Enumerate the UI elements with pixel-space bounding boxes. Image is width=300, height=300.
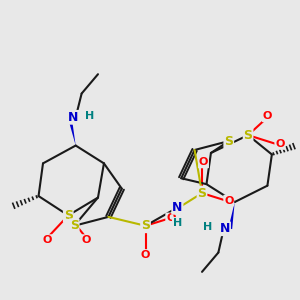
Text: O: O [275, 139, 285, 149]
Text: O: O [263, 111, 272, 122]
Text: S: S [244, 129, 253, 142]
Text: N: N [68, 111, 79, 124]
Text: O: O [166, 213, 176, 224]
Text: N: N [172, 201, 182, 214]
Text: H: H [85, 111, 94, 121]
Polygon shape [68, 117, 76, 146]
Text: S: S [141, 219, 150, 232]
Text: S: S [197, 187, 206, 200]
Text: O: O [199, 158, 208, 167]
Text: O: O [81, 235, 91, 245]
Text: H: H [173, 218, 182, 228]
Text: O: O [43, 235, 52, 245]
Text: S: S [70, 219, 79, 232]
Polygon shape [228, 202, 235, 229]
Text: O: O [224, 196, 233, 206]
Text: S: S [224, 135, 233, 148]
Text: N: N [220, 222, 230, 235]
Text: S: S [64, 209, 73, 222]
Text: H: H [203, 222, 213, 232]
Text: O: O [141, 250, 150, 260]
